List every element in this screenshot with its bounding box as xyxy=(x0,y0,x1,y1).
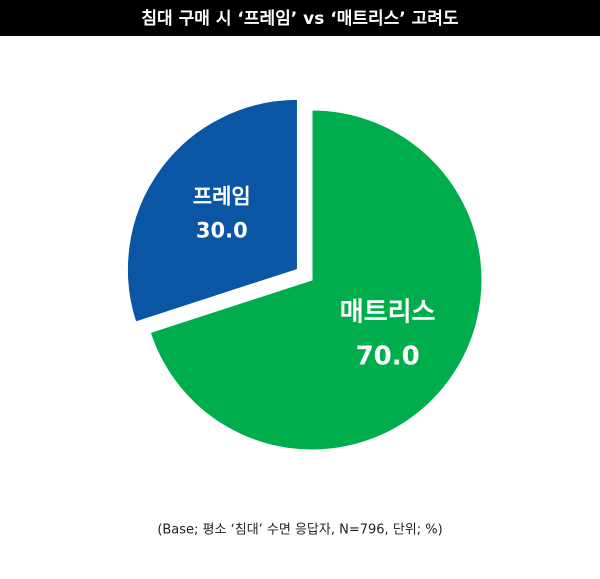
footnote: (Base; 평소 ‘침대’ 수면 응답자, N=796, 단위; %) xyxy=(157,523,442,538)
pie-slice xyxy=(126,98,298,323)
pie-slice xyxy=(149,109,483,451)
slice-value: 70.0 xyxy=(356,341,420,371)
slice-category: 프레임 xyxy=(193,184,251,208)
slice-value: 30.0 xyxy=(196,218,248,242)
slice-category: 매트리스 xyxy=(340,297,436,327)
chart-title: 침대 구매 시 ‘프레임’ vs ‘매트리스’ 고려도 xyxy=(141,8,459,29)
title-bar xyxy=(0,0,600,36)
